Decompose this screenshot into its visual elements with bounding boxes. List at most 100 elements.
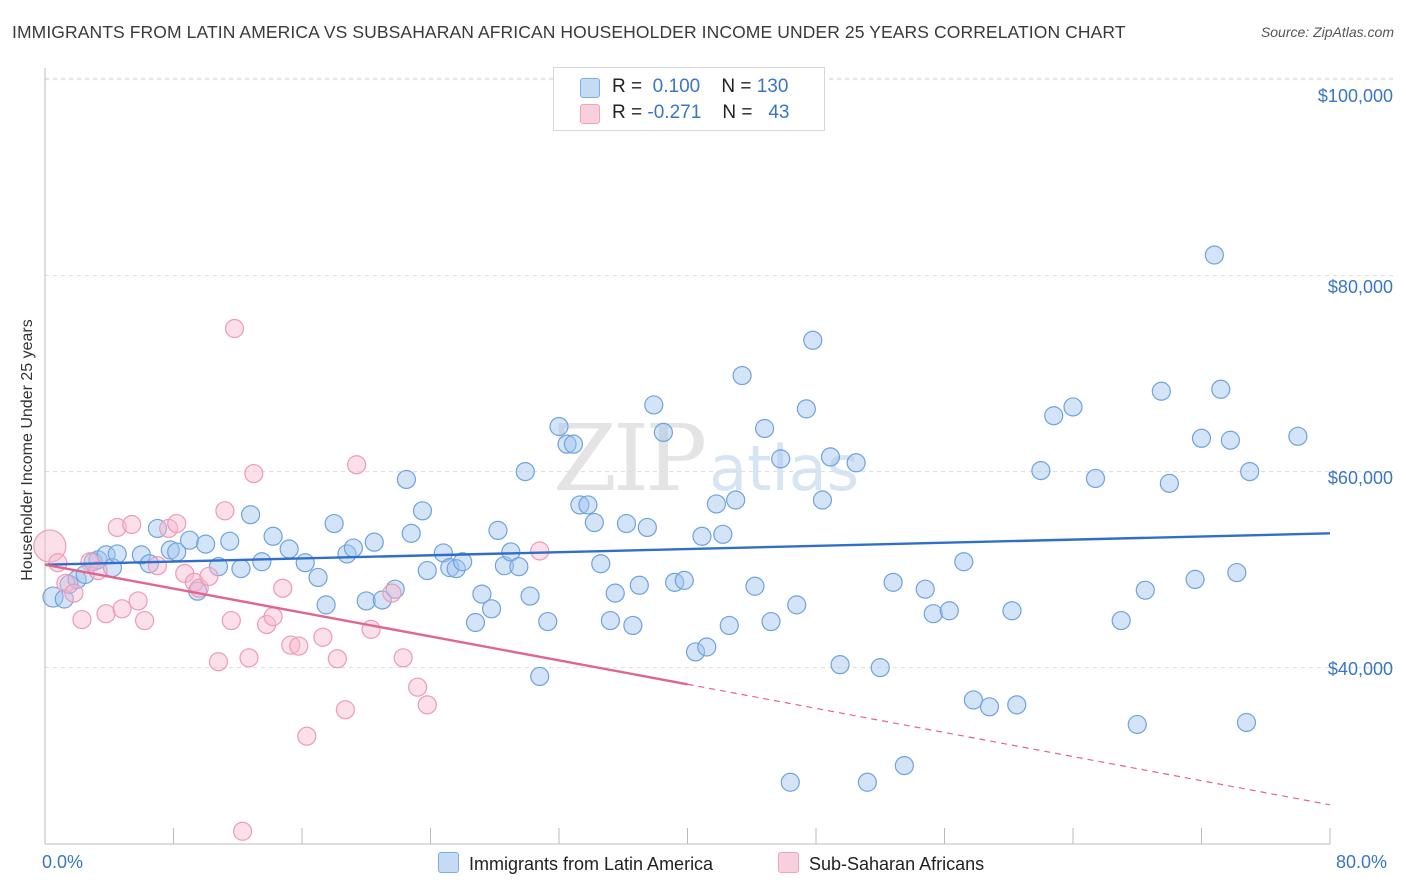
data-point	[408, 677, 428, 697]
data-point	[812, 490, 833, 510]
data-point	[313, 627, 333, 647]
data-point	[745, 576, 765, 596]
data-point	[208, 652, 229, 672]
data-point	[665, 572, 685, 592]
watermark-zip: ZIP	[553, 405, 707, 512]
data-point	[515, 462, 535, 482]
data-point	[453, 552, 473, 572]
y-tick-label: $60,000	[1327, 468, 1393, 488]
data-point	[393, 648, 413, 668]
r-value: -0.271	[647, 102, 702, 123]
data-point	[1220, 430, 1241, 450]
data-point	[263, 607, 283, 627]
data-point	[356, 591, 376, 611]
data-point	[939, 601, 959, 621]
data-point	[147, 556, 168, 576]
data-point	[112, 599, 132, 619]
data-point	[1240, 462, 1260, 482]
legend-item-subsaharan: Sub-Saharan Africans	[778, 852, 984, 875]
data-point	[1063, 397, 1083, 417]
data-point	[64, 583, 84, 603]
data-point	[263, 526, 283, 546]
data-point	[1127, 714, 1147, 735]
data-point	[803, 330, 823, 350]
data-point	[761, 611, 781, 632]
data-point	[629, 575, 649, 595]
data-point	[549, 416, 569, 437]
data-point	[257, 614, 277, 635]
data-point	[481, 599, 502, 619]
data-point	[215, 501, 235, 521]
data-point	[754, 418, 775, 439]
data-point	[179, 530, 200, 550]
data-point	[674, 570, 694, 590]
data-point	[412, 501, 433, 521]
data-point	[787, 595, 807, 615]
data-point	[72, 609, 92, 630]
pink-swatch-icon	[778, 852, 799, 873]
data-point	[644, 395, 664, 415]
data-point	[883, 572, 903, 592]
x-tick-label-min: 0.0%	[42, 852, 84, 872]
data-point	[830, 655, 850, 675]
data-point	[857, 772, 878, 792]
data-point	[167, 513, 187, 534]
trend-line-subsaharan	[44, 563, 688, 686]
data-point	[364, 532, 384, 552]
data-point	[979, 697, 1000, 717]
data-point	[894, 755, 914, 776]
watermark: ZIPatlas	[553, 405, 859, 512]
data-point	[347, 455, 367, 475]
data-point	[196, 534, 216, 554]
data-point	[1211, 379, 1231, 399]
data-point	[685, 642, 706, 662]
r-label: R =	[612, 102, 643, 123]
data-point	[600, 610, 621, 631]
data-point	[221, 610, 241, 631]
data-point	[1002, 601, 1022, 621]
data-point	[706, 494, 727, 514]
legend-item-latin-america: Immigrants from Latin America	[438, 852, 713, 875]
data-point	[557, 434, 577, 454]
data-point	[220, 531, 240, 551]
data-point	[417, 695, 437, 715]
data-point	[273, 578, 293, 598]
data-point	[570, 495, 590, 515]
y-tick-label: $40,000	[1327, 659, 1393, 679]
data-point	[472, 584, 492, 604]
data-point	[870, 657, 890, 678]
data-point	[56, 573, 76, 593]
data-point	[509, 557, 529, 577]
data-point	[1204, 245, 1224, 265]
data-point	[335, 700, 355, 720]
data-point	[530, 666, 550, 687]
data-point	[208, 557, 229, 577]
data-point	[396, 469, 417, 490]
data-point	[771, 449, 791, 469]
data-point	[107, 544, 127, 564]
data-point	[54, 589, 74, 609]
data-point	[295, 553, 315, 573]
data-point	[1031, 461, 1051, 481]
data-point	[653, 422, 674, 442]
data-point	[308, 567, 328, 588]
blue-swatch-icon	[580, 78, 600, 98]
data-point	[616, 513, 637, 534]
r-value: 0.100	[652, 76, 701, 97]
data-point	[732, 365, 752, 386]
data-point	[1111, 610, 1131, 631]
data-point	[846, 453, 866, 473]
y-tick-label: $80,000	[1327, 277, 1393, 297]
data-point	[1085, 468, 1106, 489]
data-point	[820, 447, 841, 467]
data-point	[122, 514, 142, 535]
r-label: R =	[612, 76, 643, 97]
data-point	[134, 610, 155, 631]
data-point	[726, 490, 746, 510]
data-point	[1236, 712, 1257, 733]
data-point	[224, 318, 245, 339]
data-point	[713, 524, 733, 544]
data-point	[232, 821, 253, 841]
legend-label: Immigrants from Latin America	[469, 854, 714, 874]
